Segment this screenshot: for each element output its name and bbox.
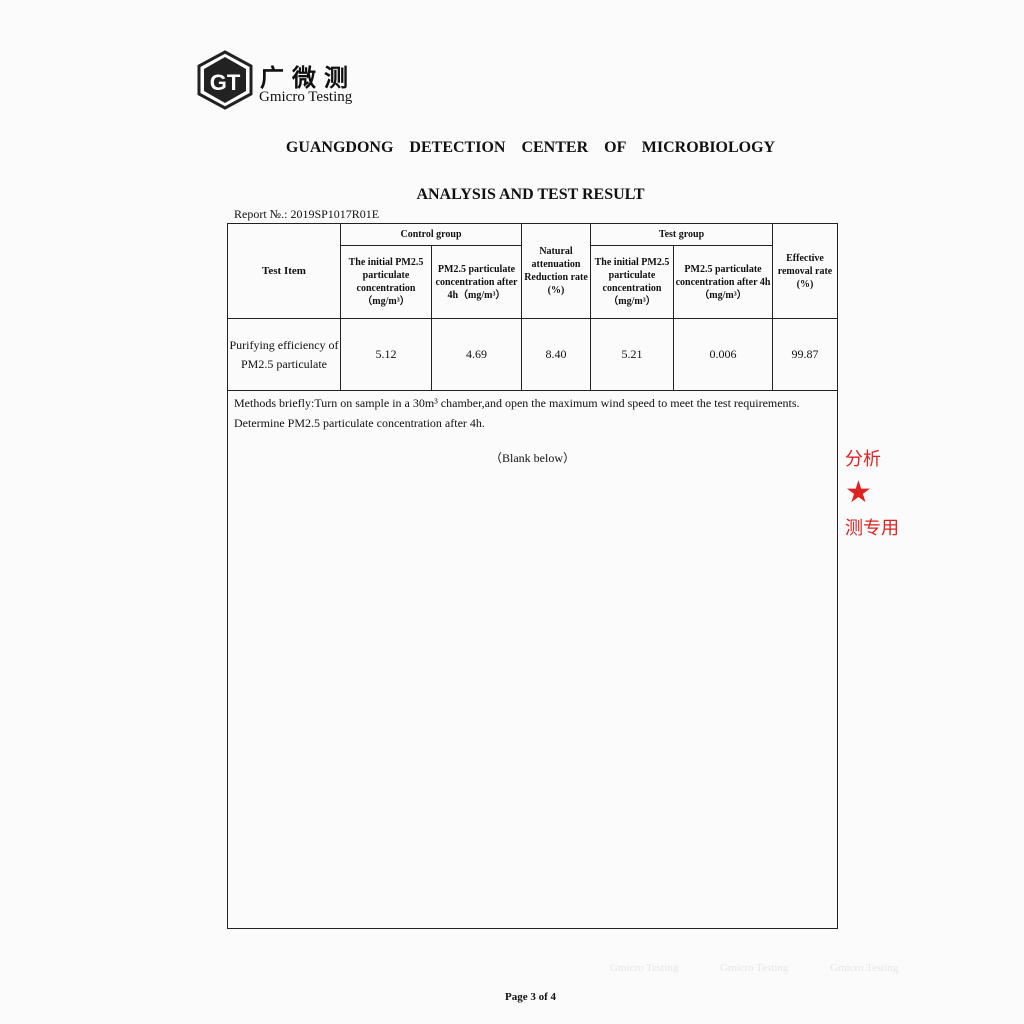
methods-line-1: Methods briefly:Turn on sample in a 30m³…: [234, 396, 800, 410]
results-table: Test Item Control group Natural attenuat…: [227, 223, 838, 391]
brand-english: Gmicro Testing: [259, 89, 353, 105]
red-stamp: 分析 ★ 测专用: [845, 445, 899, 540]
cell-control-after: 4.69: [431, 318, 522, 391]
report-number: Report №.: 2019SP1017R01E: [234, 207, 380, 221]
table-row: Purifying efficiency of PM2.5 particulat…: [227, 318, 838, 391]
cell-effective: 99.87: [772, 318, 838, 391]
header-effective: Effective removal rate (%): [772, 223, 838, 319]
cell-natural: 8.40: [521, 318, 591, 391]
cell-test-after: 0.006: [673, 318, 773, 391]
methods-line-2: Determine PM2.5 particulate concentratio…: [234, 416, 485, 430]
header-test-after: PM2.5 particulate concentration after 4h…: [673, 245, 773, 319]
document-title: ANALYSIS AND TEST RESULT: [416, 186, 645, 203]
header-test-item: Test Item: [227, 223, 341, 319]
svg-text:GT: GT: [210, 70, 241, 95]
organization-name: GUANGDONG DETECTION CENTER OF MICROBIOLO…: [285, 139, 776, 156]
watermark: Gmicro Testing: [720, 962, 789, 974]
methods-section: Methods briefly:Turn on sample in a 30m³…: [227, 389, 838, 929]
stamp-text-2: 测专用: [845, 518, 899, 539]
star-icon: ★: [845, 475, 872, 510]
header-natural: Natural attenuation Reduction rate (%): [521, 223, 591, 319]
gmicro-logo: GT: [197, 50, 253, 110]
blank-below: （Blank below）: [490, 451, 575, 465]
header-test-group: Test group: [590, 223, 773, 246]
watermark: Gmicro Testing: [610, 962, 679, 974]
page-number: Page 3 of 4: [504, 991, 556, 1003]
watermark: Gmicro Testing: [830, 962, 899, 974]
cell-test-initial: 5.21: [590, 318, 674, 391]
brand-chinese: 广微测: [260, 64, 356, 92]
cell-control-initial: 5.12: [340, 318, 432, 391]
stamp-text-1: 分析: [845, 449, 881, 470]
cell-item: Purifying efficiency of PM2.5 particulat…: [227, 318, 341, 391]
header-control-group: Control group: [340, 223, 522, 246]
header-control-initial: The initial PM2.5 particulate concentrat…: [340, 245, 432, 319]
header-control-after: PM2.5 particulate concentration after 4h…: [431, 245, 522, 319]
header-test-initial: The initial PM2.5 particulate concentrat…: [590, 245, 674, 319]
